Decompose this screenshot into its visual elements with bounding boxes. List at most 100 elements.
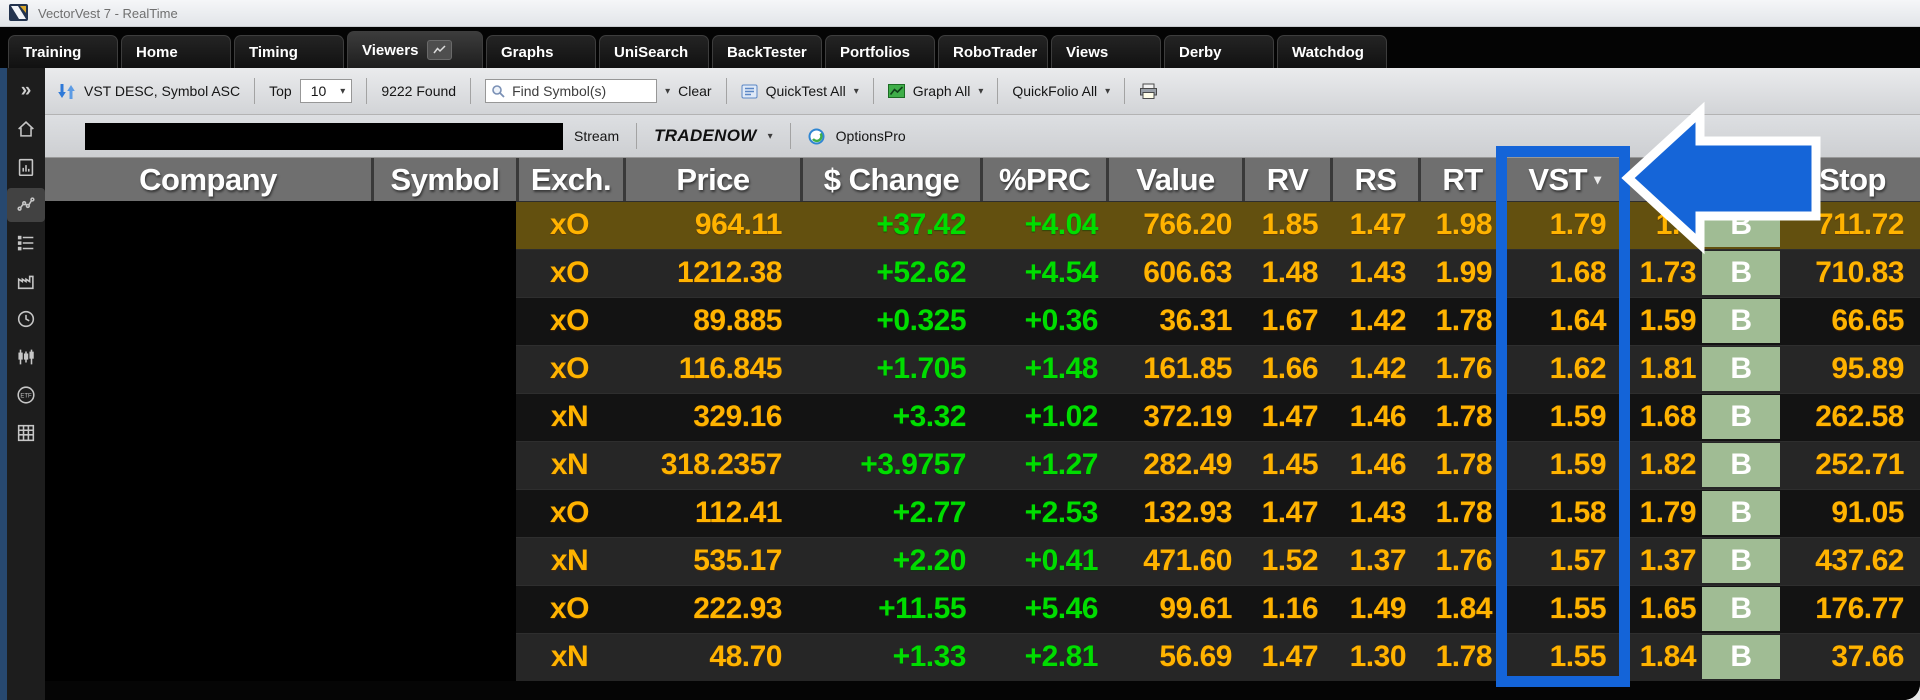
chevron-down-icon[interactable]: ▾ xyxy=(767,130,773,142)
cell-value: 56.69 xyxy=(1159,640,1232,673)
table-row[interactable]: xO 116.845 +1.705 +1.48 161.85 1.66 1.42 1.76 1.… xyxy=(45,345,1920,393)
table-row[interactable]: xN 48.70 +1.33 +2.81 56.69 1.47 1.30 1.78 1.55 1.… xyxy=(45,633,1920,681)
table-row[interactable]: xO 89.885 +0.325 +0.36 36.31 1.67 1.42 1.78 1.64… xyxy=(45,297,1920,345)
column-header-value[interactable]: Value xyxy=(1106,158,1242,201)
find-symbols-input[interactable] xyxy=(510,82,653,100)
candlestick-icon[interactable] xyxy=(7,340,45,374)
column-header-change[interactable]: $ Change xyxy=(800,158,980,201)
chevron-down-icon[interactable]: ▾ xyxy=(665,85,671,97)
tradenow-button[interactable]: TRADENOW xyxy=(654,126,757,145)
expand-sidebar-icon[interactable]: » xyxy=(20,80,32,101)
spreadsheet-icon[interactable] xyxy=(7,416,45,450)
optionspro-button[interactable]: OptionsPro xyxy=(835,128,906,144)
tab-views[interactable]: Views xyxy=(1051,35,1161,68)
cell-symbol xyxy=(371,297,516,345)
cell-prc: +2.81 xyxy=(1024,640,1099,673)
tab-unisearch[interactable]: UniSearch xyxy=(599,35,709,68)
home-icon[interactable] xyxy=(7,112,45,146)
print-icon[interactable] xyxy=(1139,83,1158,100)
tab-label: Views xyxy=(1066,43,1109,61)
chevron-down-icon[interactable]: ▾ xyxy=(978,85,984,97)
cell-value: 372.19 xyxy=(1143,400,1232,433)
chevron-down-icon[interactable]: ▾ xyxy=(1105,85,1111,97)
clock-icon[interactable] xyxy=(7,302,45,336)
column-header-price[interactable]: Price xyxy=(623,158,800,201)
column-header-rec[interactable] xyxy=(1700,158,1782,201)
column-header-vst[interactable]: VST ▾ xyxy=(1504,158,1622,201)
cell-ci: 1.82 xyxy=(1639,448,1697,481)
chevron-down-icon[interactable]: ▾ xyxy=(853,85,859,97)
table-row[interactable]: xN 329.16 +3.32 +1.02 372.19 1.47 1.46 1.78 1.59… xyxy=(45,393,1920,441)
table-row[interactable]: xN 535.17 +2.20 +0.41 471.60 1.52 1.37 1.76 1.57… xyxy=(45,537,1920,585)
cell-vst: 1.59 xyxy=(1549,448,1607,481)
cell-ci: 1.68 xyxy=(1639,400,1697,433)
toolbar-separator xyxy=(872,78,874,104)
cell-exch: xN xyxy=(550,400,589,433)
cell-rs: 1.42 xyxy=(1349,304,1407,337)
quicktest-all-button[interactable]: QuickTest All xyxy=(765,83,846,99)
tab-home[interactable]: Home xyxy=(121,35,231,68)
top-count-select[interactable]: 10 ▾ xyxy=(299,79,353,103)
toolbar-separator xyxy=(789,123,791,149)
report-icon[interactable] xyxy=(7,150,45,184)
column-header-rt[interactable]: RT xyxy=(1418,158,1504,201)
column-header-prc[interactable]: %PRC xyxy=(980,158,1106,201)
table-row[interactable]: xO 964.11 +37.42 +4.04 766.20 1.85 1.47 1.98 1.7… xyxy=(45,201,1920,249)
cell-symbol xyxy=(371,633,516,681)
chevron-down-icon: ▾ xyxy=(340,85,346,97)
column-header-label: Company xyxy=(139,161,277,197)
graph-all-button[interactable]: Graph All xyxy=(912,83,971,99)
column-header-ci[interactable] xyxy=(1622,158,1700,201)
cell-prc: +5.46 xyxy=(1024,592,1099,625)
quickfolio-all-button[interactable]: QuickFolio All xyxy=(1012,83,1098,99)
cell-price: 112.41 xyxy=(694,496,783,529)
cell-price: 48.70 xyxy=(709,640,782,673)
column-header-stop[interactable]: Stop xyxy=(1782,158,1920,201)
cell-stop: 95.89 xyxy=(1831,352,1904,385)
column-header-label: Stop xyxy=(1819,161,1886,197)
cell-rec: B xyxy=(1700,585,1782,633)
tab-watchdog[interactable]: Watchdog xyxy=(1277,35,1387,68)
table-row[interactable]: xO 1212.38 +52.62 +4.54 606.63 1.48 1.43 1.99 1.… xyxy=(45,249,1920,297)
tab-derby[interactable]: Derby xyxy=(1164,35,1274,68)
tab-backtester[interactable]: BackTester xyxy=(712,35,822,68)
table-row[interactable]: xN 318.2357 +3.9757 +1.27 282.49 1.45 1.46 1.78… xyxy=(45,441,1920,489)
tab-training[interactable]: Training xyxy=(8,35,118,68)
window-title: VectorVest 7 - RealTime xyxy=(38,5,178,21)
clear-button[interactable]: Clear xyxy=(678,83,712,99)
cell-change: +0.325 xyxy=(876,304,966,337)
column-header-rs[interactable]: RS xyxy=(1330,158,1418,201)
optionspro-icon xyxy=(808,128,825,144)
cell-rec: B xyxy=(1700,441,1782,489)
table-row[interactable]: xO 222.93 +11.55 +5.46 99.61 1.16 1.49 1.84 1.55… xyxy=(45,585,1920,633)
column-header-exch[interactable]: Exch. xyxy=(516,158,623,201)
cell-stop: 262.58 xyxy=(1815,400,1904,433)
table-header-row: Company Symbol Exch. Price $ Change %PRC Value… xyxy=(45,158,1920,201)
tab-portfolios[interactable]: Portfolios xyxy=(825,35,935,68)
sort-icon[interactable] xyxy=(57,82,76,101)
viewers-chart-icon[interactable] xyxy=(7,188,45,222)
industry-icon[interactable] xyxy=(7,264,45,298)
rec-badge: B xyxy=(1702,443,1780,487)
etf-icon[interactable]: ETF xyxy=(7,378,45,412)
tab-robotrader[interactable]: RoboTrader xyxy=(938,35,1048,68)
column-header-rv[interactable]: RV xyxy=(1242,158,1330,201)
list-icon[interactable] xyxy=(7,226,45,260)
rec-badge: B xyxy=(1702,635,1780,679)
tab-timing[interactable]: Timing xyxy=(234,35,344,68)
cell-rec: B xyxy=(1700,297,1782,345)
column-header-company[interactable]: Company xyxy=(45,158,371,201)
cell-rs: 1.46 xyxy=(1349,400,1407,433)
cell-vst: 1.58 xyxy=(1549,496,1607,529)
top-label: Top xyxy=(269,83,292,99)
table-row[interactable]: xO 112.41 +2.77 +2.53 132.93 1.47 1.43 1.78 1.58… xyxy=(45,489,1920,537)
cell-change: +3.9757 xyxy=(860,448,966,481)
cell-rt: 1.78 xyxy=(1435,496,1493,529)
column-header-symbol[interactable]: Symbol xyxy=(371,158,516,201)
tab-viewers[interactable]: Viewers xyxy=(347,31,483,68)
tab-graphs[interactable]: Graphs xyxy=(486,35,596,68)
cell-stop: 91.05 xyxy=(1831,496,1904,529)
sidebar-accent-strip xyxy=(0,68,7,700)
cell-change: +37.42 xyxy=(876,208,966,241)
